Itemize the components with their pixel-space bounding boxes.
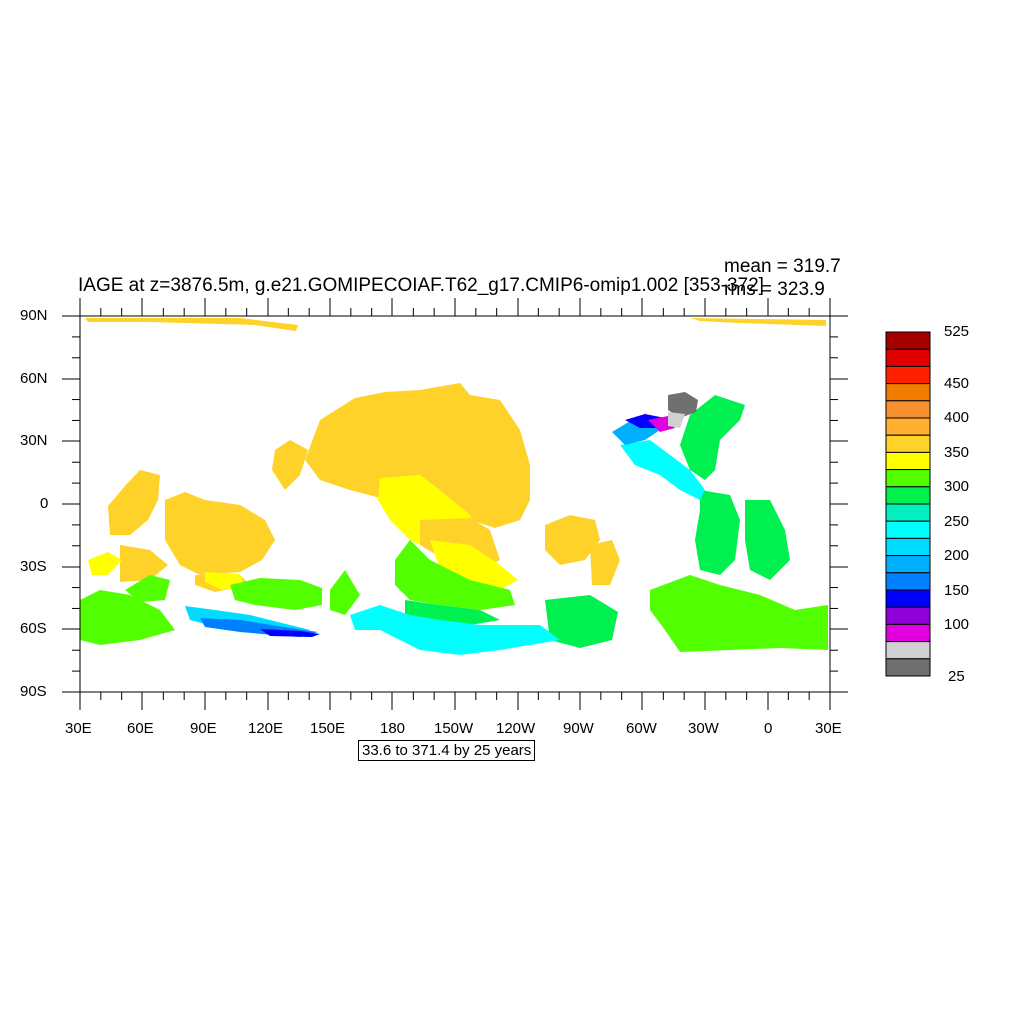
- colorbar-swatch: [885, 383, 931, 402]
- colorbar-swatch: [885, 520, 931, 539]
- colorbar-swatch: [885, 469, 931, 488]
- region-pacific-east: [545, 515, 600, 565]
- region-labrador-grey: [668, 392, 698, 418]
- colorbar-swatch: [885, 537, 931, 557]
- lon-label: 180: [380, 720, 406, 737]
- region-antarctic-deep-blue: [260, 629, 320, 637]
- lon-label: 30E: [815, 720, 842, 737]
- region-arctic-west: [85, 318, 298, 331]
- colorbar-swatch: [885, 400, 931, 419]
- lon-label: 30W: [688, 720, 719, 737]
- region-indian-north: [108, 470, 160, 535]
- region-atlantic-east-green: [745, 500, 790, 580]
- colorbar-label: 400: [944, 409, 970, 426]
- lon-label: 150E: [310, 720, 346, 737]
- colorbar-swatch: [885, 451, 931, 471]
- region-pacific-north: [305, 383, 530, 528]
- colorbar-swatch: [885, 486, 931, 505]
- lon-label: 60E: [127, 720, 154, 737]
- colorbar-swatch: [885, 589, 931, 608]
- colorbar-swatch: [885, 348, 931, 367]
- colorbar-swatch: [885, 658, 931, 677]
- plot-title: IAGE at z=3876.5m, g.e21.GOMIPECOIAF.T62…: [78, 275, 764, 296]
- colorbar-label: 200: [944, 547, 970, 564]
- colorbar-swatch: [885, 606, 931, 625]
- lon-major-ticks: [79, 298, 831, 710]
- lat-label: 0: [40, 495, 49, 512]
- lat-label: 90N: [20, 307, 48, 324]
- colorbar-swatch: [885, 365, 931, 385]
- lon-label: 30E: [65, 720, 92, 737]
- region-atlantic-central-green: [695, 490, 740, 575]
- colorbar-swatch: [885, 623, 931, 643]
- lon-label: 90W: [563, 720, 594, 737]
- colorbar-label: 100: [944, 616, 970, 633]
- lon-label: 120W: [496, 720, 536, 737]
- colorbar-label: 450: [944, 375, 970, 392]
- colorbar-label: 525: [944, 323, 970, 340]
- lat-label: 60N: [20, 370, 48, 387]
- region-southern-green-west: [80, 590, 175, 645]
- colorbar-swatch: [885, 641, 931, 660]
- lat-label: 30N: [20, 432, 48, 449]
- region-atlantic-cyan-band: [620, 440, 705, 500]
- region-labrador-lightgrey: [668, 412, 685, 428]
- lon-label: 90E: [190, 720, 217, 737]
- colorbar-label: 25: [948, 668, 965, 685]
- colorbar-swatch: [885, 417, 931, 436]
- region-southern-green-s-atlantic: [650, 575, 828, 652]
- lon-label: 120E: [248, 720, 284, 737]
- lon-label: 60W: [626, 720, 657, 737]
- ocean-age-field: [80, 318, 828, 655]
- lon-label: 0: [764, 720, 773, 737]
- lat-label: 60S: [20, 620, 47, 637]
- colorbar-swatch: [885, 572, 931, 591]
- colorbar-swatch: [885, 331, 931, 350]
- contour-info-box: 33.6 to 371.4 by 25 years: [358, 740, 536, 761]
- region-indian-central: [165, 492, 275, 575]
- lat-major-ticks: [62, 315, 848, 693]
- region-indian-south: [120, 545, 168, 582]
- colorbar-label: 350: [944, 444, 970, 461]
- mean-stat: mean = 319.7: [724, 256, 841, 277]
- rms-stat: rms = 323.9: [724, 279, 825, 300]
- lon-label: 150W: [434, 720, 474, 737]
- region-pacific-se-yellow: [430, 540, 518, 590]
- colorbar-label: 250: [944, 513, 970, 530]
- region-southern-green-pacific: [395, 540, 515, 610]
- lat-label: 30S: [20, 558, 47, 575]
- region-southern-green-atlantic: [545, 595, 618, 648]
- region-southern-green-south-aus: [230, 578, 322, 610]
- region-atlantic-north-green: [680, 395, 745, 480]
- region-southern-cyan-ross: [350, 605, 560, 655]
- colorbar-label: 300: [944, 478, 970, 495]
- region-pacific-east-south: [590, 540, 620, 585]
- minor-ticks: [72, 308, 838, 700]
- region-indian-sw-yellow: [88, 552, 122, 575]
- colorbar-swatch: [885, 434, 931, 453]
- colorbar-swatch: [885, 555, 931, 574]
- colorbar-swatch: [885, 503, 931, 522]
- colorbar-label: 150: [944, 582, 970, 599]
- region-southern-green-nz: [330, 570, 360, 615]
- colorbar: [885, 331, 931, 677]
- region-southern-green-indian: [125, 575, 170, 602]
- region-pacific-northwest: [272, 440, 308, 490]
- region-arctic-east: [690, 318, 826, 326]
- lat-label: 90S: [20, 683, 47, 700]
